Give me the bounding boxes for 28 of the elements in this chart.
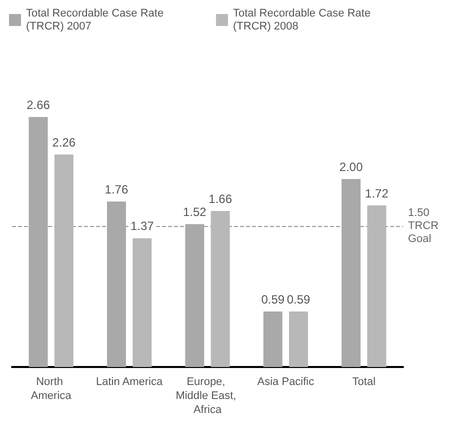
data-label: 0.59	[261, 292, 285, 307]
data-label: 0.59	[286, 292, 311, 307]
x-tick-label: Europe, Middle East, Africa	[176, 376, 240, 416]
data-label: 1.66	[208, 192, 232, 206]
data-label: 2.00	[339, 160, 364, 174]
data-label: 1.72	[365, 186, 389, 200]
bar	[132, 238, 152, 367]
bar	[210, 210, 230, 367]
data-label: 1.76	[104, 182, 128, 197]
x-tick-label: Total	[352, 376, 376, 388]
x-tick-label: Asia Pacific	[257, 376, 315, 388]
data-label: 2.26	[52, 136, 76, 150]
ref-line-label: 1.50 TRCR Goal	[408, 207, 442, 245]
bar	[28, 116, 48, 367]
data-label: 2.66	[26, 98, 50, 112]
bar	[367, 205, 386, 367]
legend-label: Total Recordable Case Rate (TRCR) 2008	[233, 8, 374, 32]
bar	[263, 312, 282, 367]
bar	[289, 312, 308, 367]
bar	[106, 202, 126, 367]
x-tick-label: Latin America	[96, 376, 164, 388]
legend-label: Total Recordable Case Rate (TRCR) 2007	[26, 8, 167, 32]
bar	[54, 154, 74, 367]
x-tick-label: North America	[30, 376, 72, 402]
bar	[342, 179, 361, 367]
data-label: 1.52	[182, 205, 207, 220]
data-label: 1.37	[130, 219, 154, 234]
bar	[185, 224, 204, 367]
